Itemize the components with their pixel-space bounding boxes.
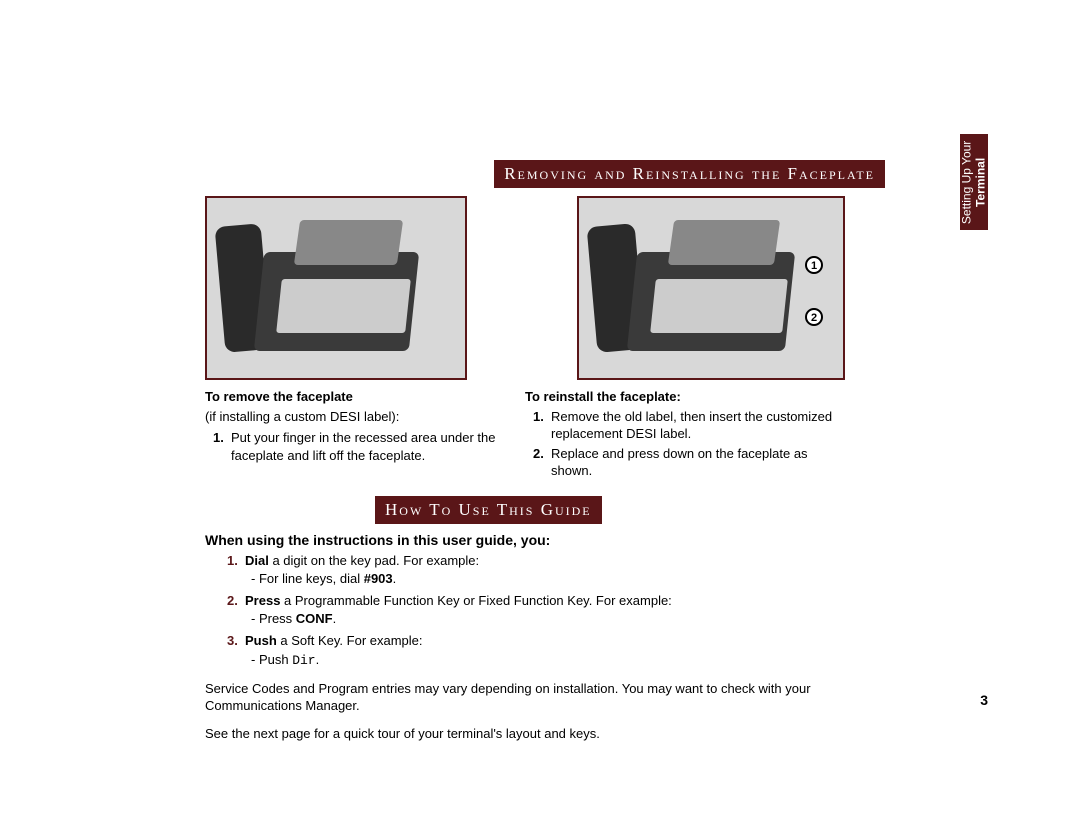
images-row: 1 2 (205, 196, 885, 380)
photo-reinstall: 1 2 (577, 196, 845, 380)
reinstall-step-1: 1. Remove the old label, then insert the… (551, 408, 845, 443)
remove-heading: To remove the faceplate (205, 388, 515, 406)
side-tab-line2: Terminal (974, 157, 988, 206)
reinstall-step-2: 2. Replace and press down on the facepla… (551, 445, 845, 480)
guide-intro: When using the instructions in this user… (205, 532, 885, 548)
next-page-para: See the next page for a quick tour of yo… (205, 725, 885, 743)
page-number: 3 (980, 692, 988, 708)
callout-2: 2 (805, 308, 823, 326)
guide-item-1: 1. Dial a digit on the key pad. For exam… (245, 552, 885, 588)
guide-item-2: 2. Press a Programmable Function Key or … (245, 592, 885, 628)
guide-item-3: 3. Push a Soft Key. For example: Push Di… (245, 632, 885, 669)
section1-title: Removing and Reinstalling the Faceplate (494, 160, 885, 188)
side-tab: Setting Up Your Terminal (960, 134, 988, 230)
reinstall-heading: To reinstall the faceplate: (525, 388, 845, 406)
remove-subtext: (if installing a custom DESI label): (205, 408, 515, 426)
page-content: Removing and Reinstalling the Faceplate … (205, 160, 885, 743)
section2-title: How To Use This Guide (375, 496, 602, 524)
callout-1: 1 (805, 256, 823, 274)
remove-step-1: 1. Put your finger in the recessed area … (231, 429, 515, 464)
service-codes-para: Service Codes and Program entries may va… (205, 680, 885, 715)
faceplate-text: To remove the faceplate (if installing a… (205, 388, 885, 482)
side-tab-line1: Setting Up Your (960, 140, 974, 223)
photo-remove (205, 196, 467, 380)
guide-list: 1. Dial a digit on the key pad. For exam… (245, 552, 885, 670)
